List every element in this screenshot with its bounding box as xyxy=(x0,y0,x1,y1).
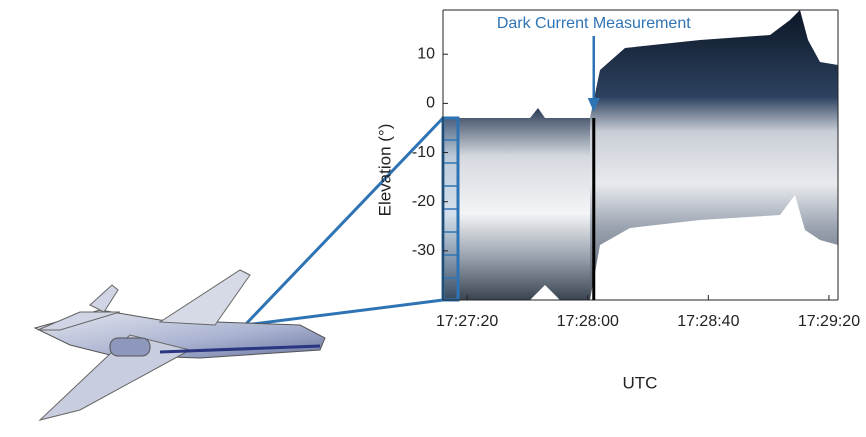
x-tick-label: 17:28:00 xyxy=(557,313,619,330)
annotation-text: Dark Current Measurement xyxy=(497,15,691,32)
y-axis-label: Elevation (°) xyxy=(375,124,394,217)
x-tick-label: 17:28:40 xyxy=(677,313,739,330)
x-tick-label: 17:29:20 xyxy=(798,313,860,330)
y-tick-label: 10 xyxy=(417,45,435,62)
annotation-arrowhead xyxy=(587,98,600,112)
y-tick-label: -30 xyxy=(412,242,435,259)
x-tick-label: 17:27:20 xyxy=(436,313,498,330)
zoom-indicator xyxy=(243,116,460,327)
x-axis-label: UTC xyxy=(623,373,658,392)
image-data xyxy=(443,10,838,300)
aircraft xyxy=(33,269,326,421)
y-tick-label: -20 xyxy=(412,193,435,210)
y-tick-label: -10 xyxy=(412,144,435,161)
y-tick-label: 0 xyxy=(426,95,435,112)
